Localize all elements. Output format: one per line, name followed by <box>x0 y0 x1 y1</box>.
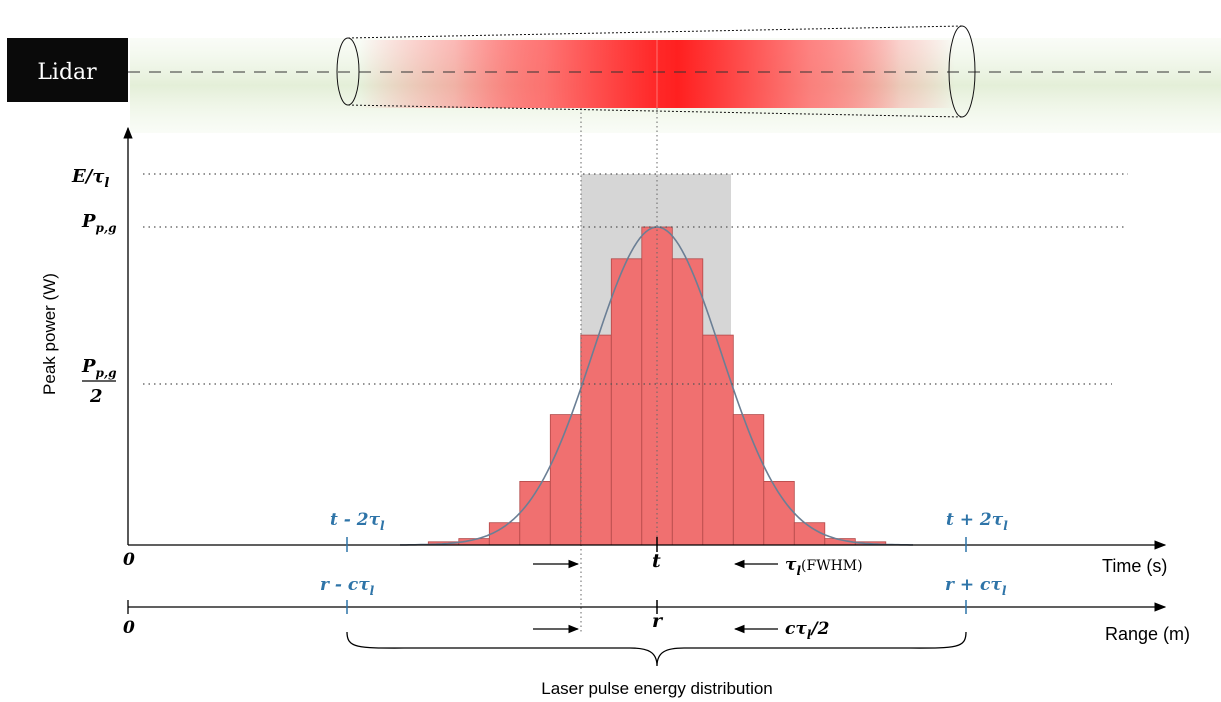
half-peak-denominator: 2 <box>89 386 103 407</box>
range-label-right: r + cτl <box>945 575 1007 598</box>
y-axis-title: Peak power (W) <box>40 273 59 395</box>
range-width-label: cτl/2 <box>785 619 830 642</box>
histogram-bar <box>671 258 704 546</box>
histogram-bar <box>702 334 734 546</box>
time-axis-title: Time (s) <box>1102 556 1167 576</box>
time-width-label: τl(FWHM) <box>785 555 863 578</box>
lidar-label: Lidar <box>37 60 97 85</box>
histogram-bar <box>580 334 612 546</box>
pulse-red-core <box>455 40 900 108</box>
histogram-bar <box>519 480 551 546</box>
y-label-e-over-tau: E/τl <box>71 166 109 191</box>
energy-brace <box>346 631 967 667</box>
range-label-center: r <box>652 610 664 632</box>
histogram-bar <box>549 414 582 546</box>
time-axis-origin: 0 <box>123 550 135 570</box>
range-axis-origin: 0 <box>123 618 135 638</box>
cone-start-ellipse <box>336 37 360 106</box>
histogram-bar <box>732 414 765 546</box>
y-label-peak-power: Pp,g <box>81 211 117 235</box>
time-label-left: t - 2τl <box>330 510 385 533</box>
range-label-left: r - cτl <box>320 575 375 598</box>
brace-caption: Laser pulse energy distribution <box>541 679 773 698</box>
lidar-beam <box>128 25 1221 133</box>
histogram-bar <box>763 480 795 546</box>
half-peak-numerator: Pp,g <box>81 356 117 380</box>
time-label-center: t <box>652 550 661 572</box>
histogram-bar <box>610 258 643 546</box>
cone-end-ellipse <box>948 25 976 118</box>
y-label-half-peak: Pp,g 2 <box>81 356 117 407</box>
time-label-right: t + 2τl <box>946 510 1008 533</box>
range-axis-title: Range (m) <box>1105 624 1190 644</box>
gaussian-curve <box>400 226 913 546</box>
lidar-box <box>7 38 128 102</box>
